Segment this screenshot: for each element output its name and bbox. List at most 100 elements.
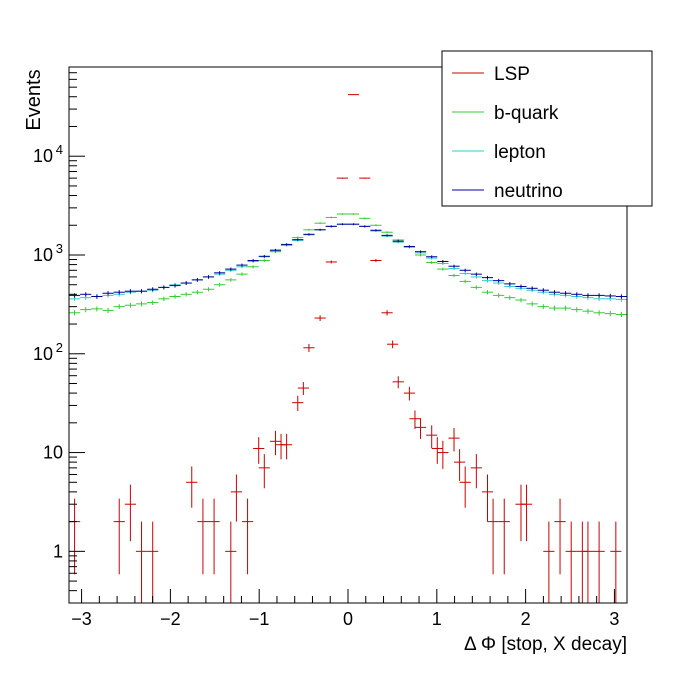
data-point — [236, 264, 247, 267]
data-point — [326, 261, 337, 264]
data-point — [348, 213, 359, 215]
y-axis-label: Events — [23, 69, 45, 130]
data-point — [560, 291, 571, 295]
data-point — [208, 499, 219, 575]
data-point — [437, 268, 448, 271]
data-point — [236, 272, 247, 275]
data-point — [454, 449, 465, 481]
data-point — [181, 281, 192, 285]
data-point — [80, 307, 91, 312]
data-point — [493, 293, 504, 297]
data-point — [114, 499, 125, 575]
data-point — [482, 290, 493, 294]
data-point — [493, 279, 504, 283]
data-point — [426, 261, 437, 264]
data-point — [337, 223, 348, 225]
data-point — [577, 522, 588, 603]
data-point — [393, 376, 404, 388]
data-point — [125, 485, 136, 541]
data-point — [448, 274, 459, 277]
x-tick-label: −1 — [249, 609, 270, 629]
data-point — [521, 485, 532, 541]
legend: LSP b-quark lepton neutrino — [442, 51, 652, 206]
data-point — [303, 229, 314, 231]
data-point — [147, 287, 158, 291]
data-point — [231, 474, 242, 521]
data-point — [594, 522, 605, 603]
data-point — [499, 499, 510, 575]
data-point — [80, 292, 91, 296]
data-point — [298, 382, 309, 395]
data-point — [605, 311, 616, 316]
data-point — [487, 499, 498, 575]
data-point — [253, 437, 264, 464]
data-point — [538, 288, 549, 292]
data-point — [91, 306, 102, 311]
data-point — [186, 466, 197, 507]
data-point — [515, 298, 526, 303]
data-point — [359, 225, 370, 227]
data-point — [543, 522, 554, 603]
data-point — [582, 309, 593, 314]
data-point — [225, 522, 236, 603]
data-point — [359, 178, 370, 179]
data-point — [448, 265, 459, 268]
data-point — [275, 434, 286, 459]
data-point — [582, 293, 593, 297]
data-point — [582, 522, 593, 603]
data-point — [292, 396, 303, 411]
data-point — [471, 454, 482, 488]
data-point — [158, 297, 169, 302]
data-point — [460, 272, 471, 275]
data-point — [242, 499, 253, 575]
x-axis-label: Δ Φ [stop, X decay] — [464, 634, 627, 655]
data-point — [437, 260, 448, 263]
data-point — [192, 290, 203, 294]
data-point — [102, 308, 113, 313]
data-point — [197, 499, 208, 575]
x-tick-label: −2 — [160, 609, 181, 629]
data-point — [471, 285, 482, 289]
data-point — [610, 522, 621, 603]
data-point — [326, 217, 337, 219]
data-point — [270, 431, 281, 455]
data-point — [136, 522, 147, 603]
series-neutrino — [69, 223, 627, 299]
data-point — [303, 344, 314, 352]
data-point — [214, 283, 225, 287]
data-point — [538, 304, 549, 309]
legend-label: b-quark — [494, 103, 559, 124]
data-point — [426, 425, 437, 448]
y-tick-label: 10 — [33, 344, 53, 364]
data-point — [549, 306, 560, 311]
data-point — [571, 292, 582, 296]
data-point — [259, 454, 270, 488]
data-point — [181, 292, 192, 296]
data-point — [370, 224, 381, 226]
legend-label: LSP — [494, 64, 530, 85]
y-tick-exponent: 4 — [56, 142, 63, 157]
data-point — [387, 341, 398, 349]
data-point — [409, 410, 420, 429]
data-point — [616, 312, 627, 317]
data-point — [114, 304, 125, 309]
legend-label: neutrino — [494, 181, 563, 202]
data-point — [69, 310, 80, 315]
y-tick-label: 10 — [43, 443, 63, 463]
data-point — [192, 278, 203, 282]
data-point — [370, 259, 381, 262]
data-point — [460, 280, 471, 284]
data-point — [381, 310, 392, 315]
data-point — [448, 428, 459, 452]
data-point — [504, 282, 515, 286]
data-point — [136, 302, 147, 307]
legend-label: lepton — [494, 142, 546, 163]
data-point — [315, 229, 326, 231]
data-point — [225, 278, 236, 282]
x-tick-label: −3 — [71, 609, 92, 629]
data-point — [554, 499, 565, 575]
y-tick-exponent: 3 — [56, 241, 63, 256]
data-point — [404, 387, 415, 401]
